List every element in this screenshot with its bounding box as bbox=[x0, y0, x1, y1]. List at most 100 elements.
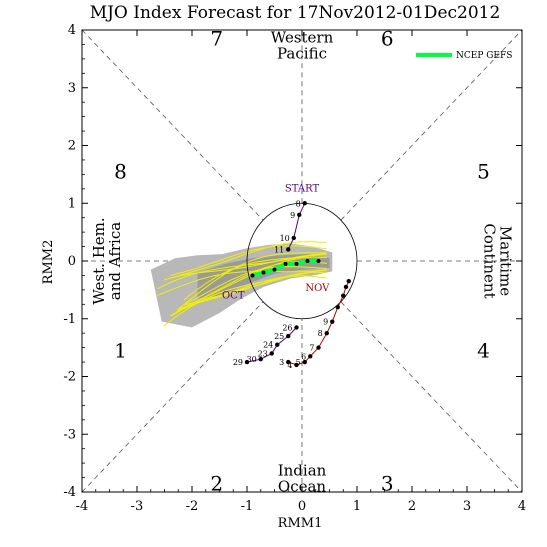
region-label: Indian Ocean bbox=[278, 462, 327, 496]
series-point bbox=[286, 359, 291, 365]
y-tick-label: 1 bbox=[68, 196, 76, 211]
y-tick-label: 4 bbox=[68, 23, 76, 38]
point-label: 24 bbox=[263, 341, 273, 350]
series-point bbox=[272, 267, 277, 272]
ensemble-member-line bbox=[176, 252, 327, 311]
series-point bbox=[294, 261, 299, 266]
series-point bbox=[330, 319, 335, 324]
y-tick-label: -2 bbox=[63, 370, 76, 385]
point-label: 6 bbox=[301, 352, 306, 361]
ensemble-member-line bbox=[163, 241, 327, 281]
x-tick-label: -1 bbox=[241, 499, 254, 514]
region-label-line: Pacific bbox=[277, 44, 327, 62]
phase-number: 6 bbox=[381, 27, 394, 51]
point-label: 9 bbox=[323, 318, 328, 327]
point-label: 30 bbox=[247, 355, 257, 364]
annotation-label: NOV bbox=[305, 283, 330, 294]
ensemble-member-line bbox=[183, 266, 327, 306]
series-point bbox=[297, 212, 302, 217]
y-tick-label: 2 bbox=[68, 139, 76, 154]
ensemble-member-line bbox=[163, 269, 327, 327]
series-point bbox=[305, 259, 310, 263]
series-point bbox=[346, 279, 351, 284]
point-label: 25 bbox=[274, 332, 284, 341]
point-label: 29 bbox=[233, 358, 243, 367]
point-label: 10 bbox=[280, 234, 290, 243]
x-tick-label: 4 bbox=[518, 499, 526, 514]
series-point bbox=[335, 305, 340, 310]
series-point bbox=[316, 345, 321, 350]
phase-number: 5 bbox=[477, 159, 490, 183]
x-tick-label: 1 bbox=[353, 499, 361, 514]
series-point bbox=[250, 273, 255, 278]
series-point bbox=[302, 201, 307, 206]
region-label-line: Indian bbox=[278, 462, 327, 480]
region-label: Western Pacific bbox=[271, 28, 334, 62]
y-tick-label: 3 bbox=[68, 81, 76, 96]
region-label-line: Western bbox=[271, 28, 334, 46]
phase-divider-line bbox=[340, 301, 523, 493]
series-point bbox=[341, 293, 346, 298]
ensemble-member-line bbox=[163, 253, 327, 281]
region-label: MaritimeContinent bbox=[480, 223, 514, 298]
region-label-line: Continent bbox=[480, 223, 498, 298]
x-tick-label: 2 bbox=[408, 499, 416, 514]
series-point bbox=[294, 362, 299, 368]
phase-divider-line bbox=[81, 29, 264, 221]
point-label: 5 bbox=[296, 358, 301, 367]
region-label-line: Ocean bbox=[278, 478, 327, 496]
point-label: 8 bbox=[318, 329, 323, 338]
series-point bbox=[244, 359, 250, 365]
annotation-label: START bbox=[285, 184, 320, 195]
point-label: 4 bbox=[287, 361, 292, 370]
series-point bbox=[269, 351, 274, 356]
y-tick-label: 0 bbox=[68, 254, 76, 269]
legend-label: NCEP GEFS bbox=[456, 51, 512, 61]
series-point bbox=[316, 259, 321, 263]
series-point bbox=[275, 342, 280, 347]
series-point bbox=[286, 333, 291, 339]
ensemble-member-line bbox=[157, 269, 327, 296]
x-tick-label: -3 bbox=[131, 499, 144, 514]
point-label: 9 bbox=[290, 211, 295, 220]
series-point bbox=[308, 354, 313, 359]
amplitude-circle bbox=[246, 202, 358, 320]
series-point bbox=[302, 359, 307, 365]
series-point bbox=[291, 235, 296, 241]
y-axis-title: RMM2 bbox=[41, 240, 56, 285]
x-tick-label: 0 bbox=[298, 499, 306, 514]
series-point bbox=[294, 325, 299, 330]
series-point bbox=[324, 330, 329, 336]
series-point bbox=[261, 270, 266, 275]
series-point bbox=[286, 247, 291, 252]
point-label: 7 bbox=[309, 344, 314, 353]
phase-number: 7 bbox=[210, 27, 223, 51]
point-label: 3 bbox=[279, 358, 284, 367]
x-tick-label: -2 bbox=[186, 499, 199, 514]
phase-divider-line bbox=[340, 29, 523, 221]
point-label: 11 bbox=[274, 245, 284, 254]
point-label: 26 bbox=[282, 323, 292, 332]
phase-number: 4 bbox=[477, 339, 490, 363]
y-tick-label: -4 bbox=[63, 485, 76, 500]
series-line bbox=[287, 203, 306, 250]
chart-title: MJO Index Forecast for 17Nov2012-01Dec20… bbox=[90, 3, 501, 23]
phase-number: 3 bbox=[381, 471, 394, 495]
annotation-label: OCT bbox=[222, 291, 245, 302]
phase-number: 8 bbox=[114, 159, 127, 183]
point-label: 23 bbox=[258, 349, 268, 358]
series-point bbox=[343, 284, 349, 290]
phase-divider-line bbox=[81, 301, 264, 493]
y-tick-label: -3 bbox=[63, 427, 76, 442]
series-point bbox=[258, 356, 263, 362]
region-label-line: and Africa bbox=[106, 222, 124, 300]
region-label: West. Hem.and Africa bbox=[90, 217, 124, 304]
region-label-line: West. Hem. bbox=[90, 217, 108, 304]
x-tick-label: -4 bbox=[76, 499, 89, 514]
x-axis-title: RMM1 bbox=[278, 516, 323, 531]
region-label-line: Maritime bbox=[496, 226, 514, 296]
series-point bbox=[283, 261, 288, 266]
x-tick-label: 3 bbox=[463, 499, 471, 514]
y-tick-label: -1 bbox=[63, 312, 76, 327]
